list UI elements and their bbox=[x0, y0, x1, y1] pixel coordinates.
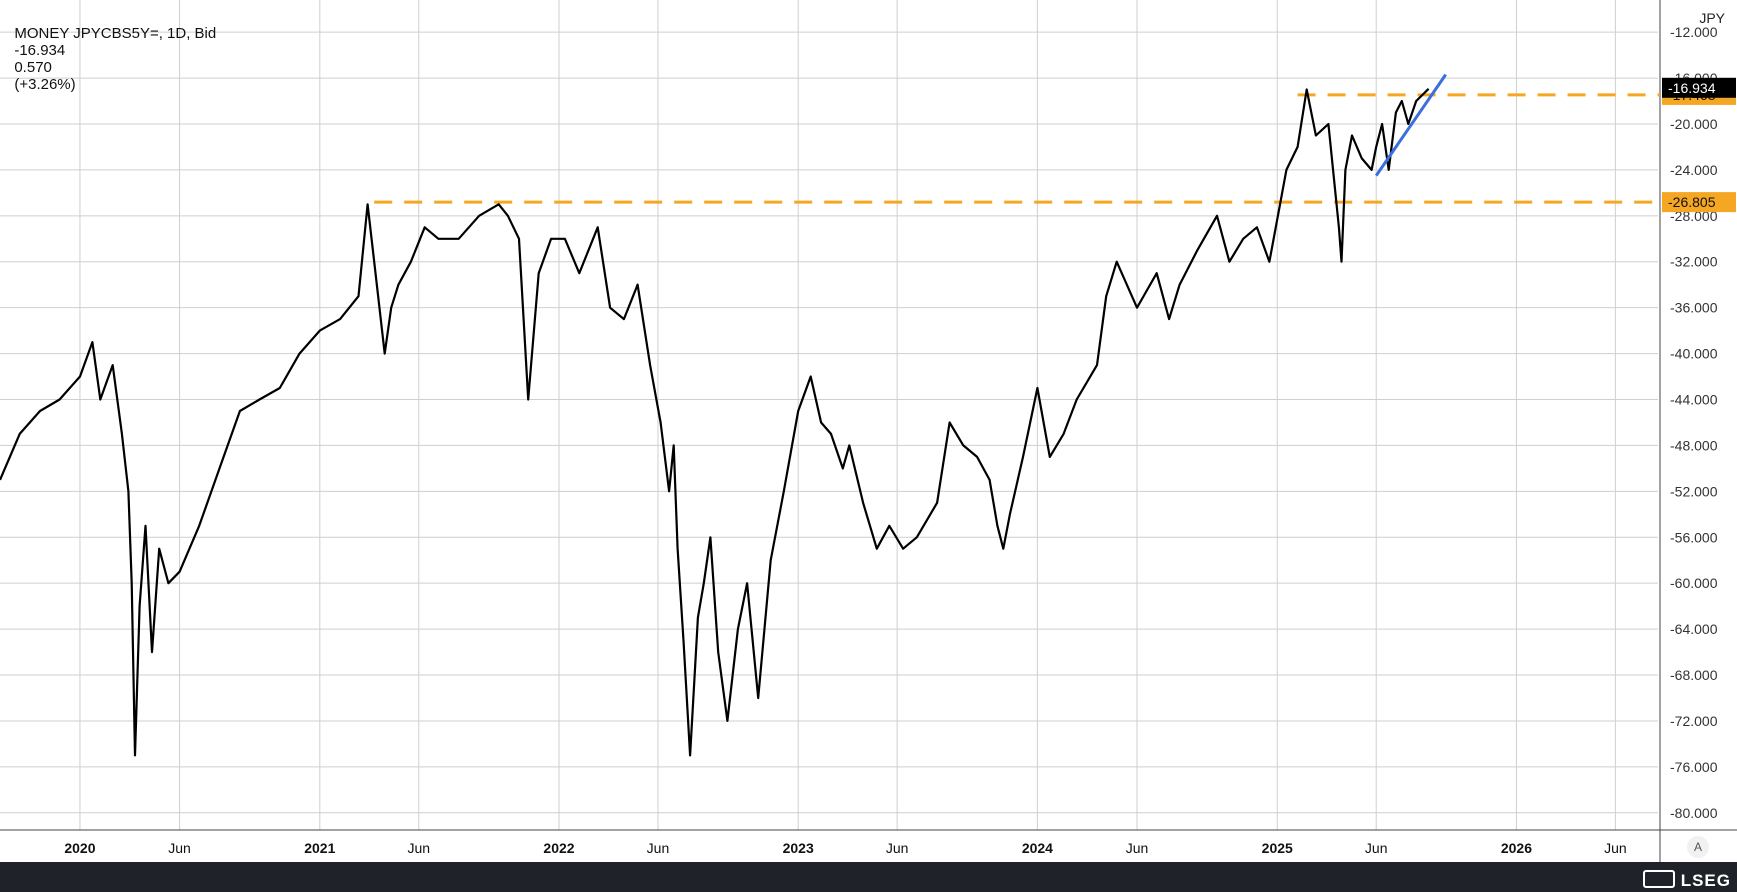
y-tick-label: -48.000 bbox=[1670, 437, 1718, 453]
x-tick-label: 2026 bbox=[1501, 840, 1532, 856]
y-tick-label: -72.000 bbox=[1670, 713, 1718, 729]
symbol-label: MONEY JPYCBS5Y=, 1D, Bid bbox=[14, 25, 217, 42]
y-tick-label: -32.000 bbox=[1670, 254, 1718, 270]
last-price: -16.934 bbox=[14, 42, 66, 59]
x-tick-label: 2025 bbox=[1262, 840, 1293, 856]
y-tick-label: -36.000 bbox=[1670, 300, 1718, 316]
y-tick-label: -76.000 bbox=[1670, 759, 1718, 775]
x-tick-label: Jun bbox=[886, 840, 909, 856]
last-price-tag bbox=[1662, 77, 1736, 98]
y-tick-label: -52.000 bbox=[1670, 483, 1718, 499]
x-tick-label: Jun bbox=[1365, 840, 1388, 856]
brand-emblem-icon bbox=[1642, 870, 1675, 888]
x-tick-label: Jun bbox=[1126, 840, 1149, 856]
x-tick-label: Jun bbox=[647, 840, 670, 856]
y-tick-label: -80.000 bbox=[1670, 805, 1718, 821]
y-tick-label: -20.000 bbox=[1670, 116, 1718, 132]
y-tick-label: -60.000 bbox=[1670, 575, 1718, 591]
price-chart[interactable]: -12.000-16.000-20.000-24.000-28.000-32.0… bbox=[0, 0, 1737, 862]
y-tick-label: -24.000 bbox=[1670, 162, 1718, 178]
x-tick-label: 2020 bbox=[64, 840, 95, 856]
x-tick-label: Jun bbox=[407, 840, 430, 856]
brand-logo: LSEG bbox=[1642, 870, 1731, 891]
x-tick-label: Jun bbox=[1604, 840, 1627, 856]
currency-label: JPY bbox=[1699, 10, 1725, 26]
chart-area[interactable]: -12.000-16.000-20.000-24.000-28.000-32.0… bbox=[0, 0, 1737, 862]
y-tick-label: -12.000 bbox=[1670, 24, 1718, 40]
level-price-tag bbox=[1662, 192, 1736, 213]
chart-header: MONEY JPYCBS5Y=, 1D, Bid -16.934 0.570 (… bbox=[6, 8, 224, 93]
x-tick-label: Jun bbox=[168, 840, 191, 856]
y-tick-label: -56.000 bbox=[1670, 529, 1718, 545]
price-change: 0.570 bbox=[14, 59, 52, 76]
brand-name: LSEG bbox=[1680, 871, 1731, 890]
x-tick-label: 2021 bbox=[304, 840, 335, 856]
price-series-line[interactable] bbox=[0, 88, 1430, 757]
x-tick-label: 2024 bbox=[1022, 840, 1053, 856]
last-price-tag-label: -16.934 bbox=[1668, 80, 1716, 96]
trend-line[interactable] bbox=[1374, 73, 1447, 177]
y-tick-label: -64.000 bbox=[1670, 621, 1718, 637]
auto-scale-button[interactable]: A bbox=[1687, 836, 1709, 858]
footer-bar: LSEG bbox=[0, 862, 1737, 892]
y-tick-label: -40.000 bbox=[1670, 346, 1718, 362]
y-tick-label: -44.000 bbox=[1670, 392, 1718, 408]
y-tick-label: -68.000 bbox=[1670, 667, 1718, 683]
x-tick-label: 2023 bbox=[783, 840, 814, 856]
x-tick-label: 2022 bbox=[543, 840, 574, 856]
price-change-percent: (+3.26%) bbox=[14, 76, 76, 93]
level-price-label: -26.805 bbox=[1668, 194, 1716, 210]
